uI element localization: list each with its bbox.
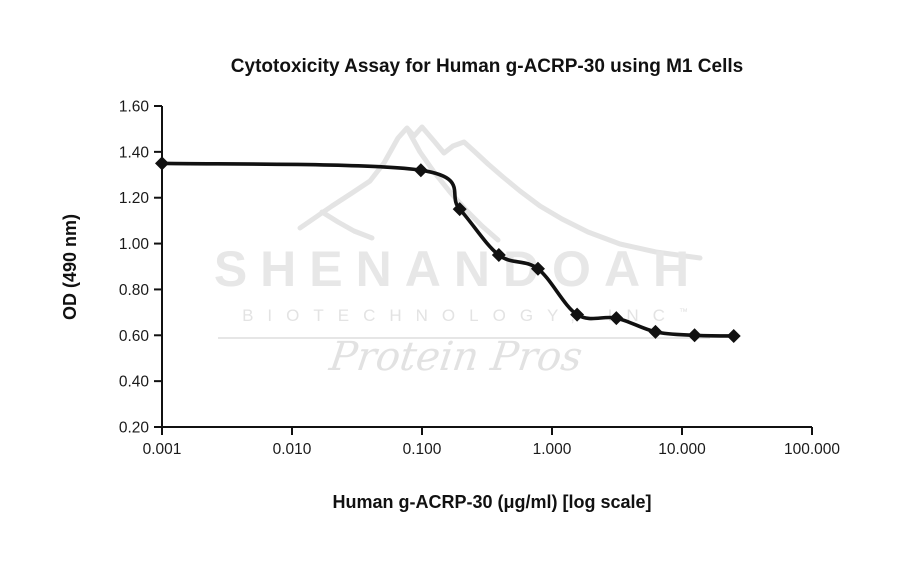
data-point-marker (726, 328, 741, 343)
y-tick-label: 0.60 (119, 328, 150, 345)
watermark-brand-text: SHENANDOAH (213, 241, 703, 297)
data-point-marker (155, 156, 169, 171)
data-point-marker (609, 311, 624, 326)
data-point-marker (491, 248, 506, 263)
x-tick-label: 0.010 (273, 441, 312, 458)
data-point-marker (687, 328, 702, 343)
x-tick-label: 10.000 (658, 441, 706, 458)
data-point-marker (648, 324, 663, 339)
watermark-divider (218, 337, 710, 339)
trademark-symbol: ™ (678, 306, 688, 317)
y-axis-title: OD (490 nm) (60, 213, 80, 321)
y-tick-label: 1.20 (119, 190, 150, 207)
y-tick-label: 0.80 (119, 282, 150, 299)
series-line (160, 161, 736, 338)
data-point-marker (452, 202, 467, 217)
x-tick-label: 0.100 (403, 441, 442, 458)
data-point-marker (570, 307, 585, 322)
data-point-marker (530, 261, 545, 276)
data-point-marker (413, 163, 428, 178)
y-tick-label: 0.20 (119, 420, 150, 437)
y-tick-label: 1.60 (119, 99, 150, 116)
x-tick-label: 0.001 (143, 441, 182, 458)
watermark-subtitle-text: BIOTECHNOLOGY, INC™ (9, 306, 912, 326)
x-axis-title: Human g-ACRP-30 (μg/ml) [log scale] (332, 492, 652, 512)
y-tick-label: 1.40 (119, 144, 150, 161)
watermark-subtitle-label: BIOTECHNOLOGY, INC (242, 306, 679, 325)
chart-title: Cytotoxicity Assay for Human g-ACRP-30 u… (230, 56, 744, 77)
x-tick-label: 1.000 (533, 441, 572, 458)
x-tick-label: 100.000 (784, 441, 840, 458)
y-tick-label: 1.00 (119, 236, 150, 253)
y-tick-label: 0.40 (119, 374, 150, 391)
